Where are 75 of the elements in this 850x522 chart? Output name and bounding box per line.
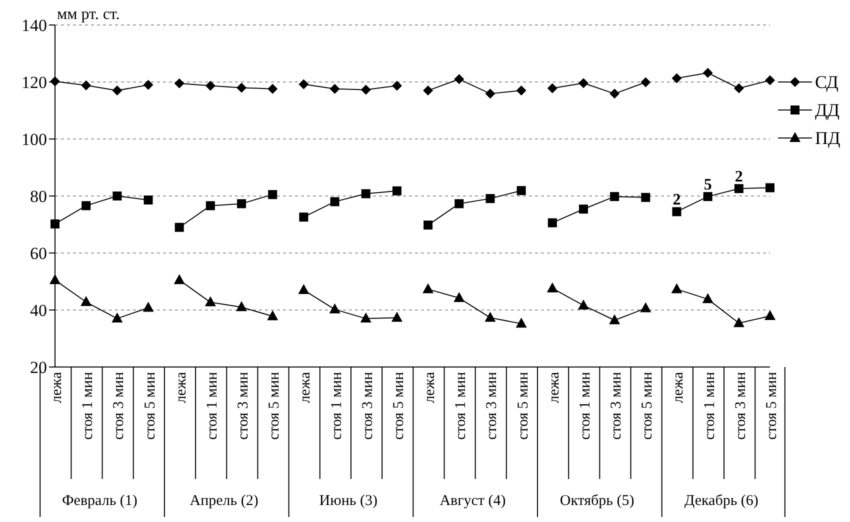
x-tick-label: стоя 1 мин bbox=[204, 372, 220, 440]
x-tick-label: стоя 1 мин bbox=[453, 372, 470, 440]
x-tick-label: лежа bbox=[173, 372, 190, 404]
x-tick-label: стоя 1 мин bbox=[328, 372, 345, 440]
x-tick-label: стоя 5 мин bbox=[390, 372, 407, 440]
legend-label: ПД bbox=[815, 128, 840, 148]
point bbox=[703, 192, 712, 202]
point bbox=[672, 73, 682, 84]
x-tick-label: стоя 3 мин bbox=[360, 372, 376, 440]
x-tick-label: стоя 3 мин bbox=[111, 372, 128, 440]
point bbox=[360, 84, 371, 95]
point bbox=[174, 274, 185, 284]
point bbox=[330, 84, 340, 94]
point bbox=[702, 293, 714, 304]
x-tick-label: стоя 1 мин bbox=[702, 372, 718, 440]
annotation: 2 bbox=[734, 168, 743, 186]
y-tick-label: 120 bbox=[22, 73, 47, 92]
x-tick-label: лежа bbox=[546, 372, 562, 404]
point bbox=[142, 302, 154, 312]
y-tick-label: 140 bbox=[22, 16, 47, 36]
point bbox=[734, 83, 744, 94]
x-tick-label: лежа bbox=[49, 372, 65, 404]
x-tick-label: стоя 3 мин bbox=[484, 372, 500, 440]
text: Июнь (3) bbox=[319, 493, 378, 509]
y-tick-label: 40 bbox=[30, 301, 47, 320]
x-tick-label: стоя 5 мин bbox=[266, 372, 283, 440]
x-tick-label: лежа bbox=[422, 372, 438, 404]
y-tick-label: 80 bbox=[30, 187, 47, 206]
x-tick-label: стоя 3 мин bbox=[732, 372, 749, 440]
text: Август (4) bbox=[440, 493, 506, 509]
annotation: 2 bbox=[672, 192, 681, 209]
point bbox=[672, 207, 682, 216]
annotation: 5 bbox=[704, 176, 712, 194]
x-tick-label: стоя 5 мин bbox=[764, 372, 780, 440]
y-tick-label: 60 bbox=[30, 244, 47, 264]
x-tick-label: стоя 3 мин bbox=[608, 372, 625, 440]
point bbox=[765, 75, 775, 86]
x-tick-label: стоя 1 мин bbox=[577, 372, 594, 440]
point bbox=[298, 79, 309, 90]
point bbox=[734, 184, 744, 194]
legend-label: СД bbox=[815, 72, 838, 92]
point bbox=[80, 296, 92, 306]
legend-label: ДД bbox=[815, 100, 840, 120]
point bbox=[174, 78, 184, 88]
point bbox=[268, 84, 278, 94]
point bbox=[671, 283, 682, 294]
point bbox=[205, 80, 216, 91]
y-axis-title: мм рт. ст. bbox=[57, 6, 120, 24]
point bbox=[236, 82, 247, 93]
point bbox=[298, 284, 310, 294]
x-tick-label: лежа bbox=[670, 372, 687, 404]
x-tick-label: стоя 1 мин bbox=[80, 372, 96, 440]
text: Декабрь (6) bbox=[684, 493, 758, 509]
point bbox=[50, 274, 60, 284]
point bbox=[764, 310, 776, 320]
point bbox=[143, 80, 154, 90]
x-tick-label: стоя 5 мин bbox=[142, 372, 158, 440]
point bbox=[112, 312, 123, 323]
point bbox=[81, 80, 92, 90]
y-tick-label: 100 bbox=[22, 130, 47, 150]
text: Октябрь (5) bbox=[560, 493, 634, 509]
point bbox=[546, 282, 558, 292]
point bbox=[422, 283, 434, 294]
text: Февраль (1) bbox=[62, 493, 138, 509]
point bbox=[112, 86, 122, 96]
text: Апрель (2) bbox=[190, 493, 258, 509]
x-tick-label: стоя 3 мин bbox=[236, 372, 252, 440]
point bbox=[392, 80, 402, 91]
point bbox=[766, 183, 774, 192]
point bbox=[702, 68, 713, 78]
x-tick-label: стоя 5 мин bbox=[515, 372, 532, 440]
y-tick-label: 20 bbox=[30, 358, 47, 378]
x-tick-label: лежа bbox=[298, 372, 314, 404]
x-tick-label: стоя 5 мин bbox=[640, 372, 656, 440]
point bbox=[733, 317, 744, 328]
